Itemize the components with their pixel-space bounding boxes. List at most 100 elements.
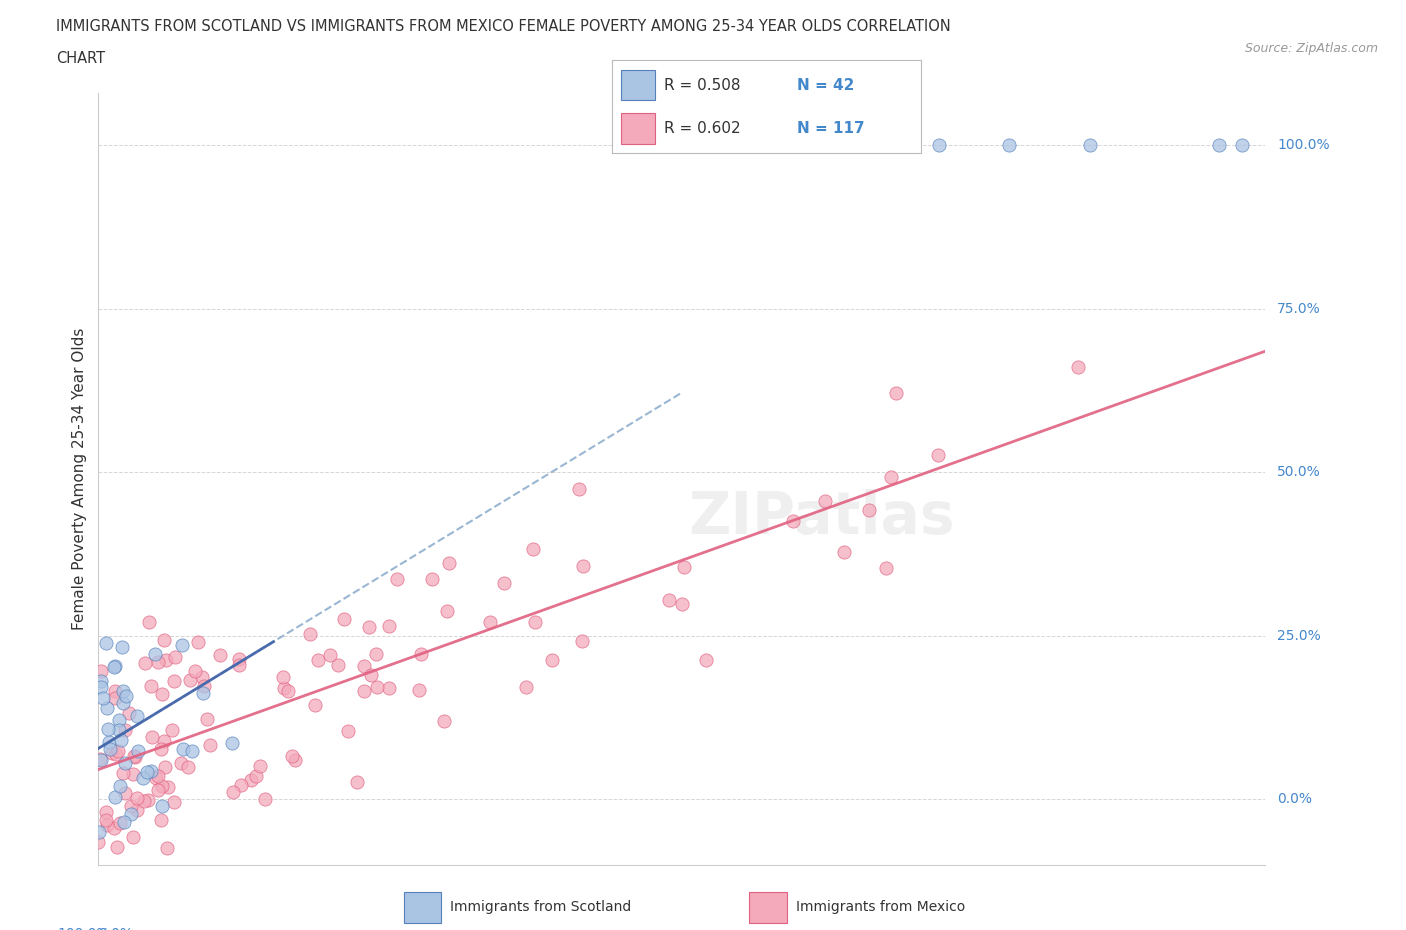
Point — [277, 684, 299, 698]
Bar — [749, 892, 787, 923]
Point — [319, 648, 342, 663]
Point — [149, 812, 172, 827]
Point — [240, 773, 263, 788]
Point — [271, 670, 294, 684]
Point — [111, 639, 134, 654]
Point — [132, 793, 155, 808]
Point — [120, 806, 142, 821]
Point — [346, 775, 368, 790]
Point — [156, 780, 179, 795]
Point — [179, 672, 201, 687]
Point — [120, 798, 142, 813]
Text: IMMIGRANTS FROM SCOTLAND VS IMMIGRANTS FROM MEXICO FEMALE POVERTY AMONG 25-34 YE: IMMIGRANTS FROM SCOTLAND VS IMMIGRANTS F… — [56, 19, 950, 33]
Point — [107, 743, 129, 758]
Point — [98, 735, 121, 750]
Point — [115, 688, 138, 703]
Point — [114, 755, 136, 770]
Text: 25.0%: 25.0% — [1277, 629, 1320, 643]
Point — [101, 745, 124, 760]
Text: Immigrants from Mexico: Immigrants from Mexico — [796, 899, 965, 914]
Point — [253, 791, 276, 806]
Point — [172, 637, 194, 652]
Point — [846, 138, 869, 153]
Point — [572, 559, 595, 574]
Point — [127, 709, 149, 724]
Point — [387, 572, 409, 587]
Point — [108, 816, 131, 830]
Point — [98, 742, 121, 757]
Point — [378, 618, 401, 633]
Point — [191, 670, 214, 684]
Text: ZIPatlas: ZIPatlas — [689, 489, 955, 546]
Point — [478, 615, 501, 630]
Point — [672, 560, 695, 575]
Point — [104, 658, 127, 673]
Point — [141, 729, 163, 744]
Point — [118, 705, 141, 720]
Point — [104, 690, 127, 705]
Point — [136, 764, 159, 779]
Point — [136, 792, 159, 807]
Point — [880, 470, 903, 485]
Point — [1230, 138, 1253, 153]
Point — [249, 758, 271, 773]
Point — [198, 738, 221, 753]
Point — [411, 646, 433, 661]
Point — [94, 804, 117, 819]
Point — [127, 790, 149, 805]
Point — [112, 815, 135, 830]
Point — [160, 723, 183, 737]
Point — [138, 614, 160, 629]
Point — [134, 656, 156, 671]
Text: Immigrants from Scotland: Immigrants from Scotland — [450, 899, 631, 914]
Point — [111, 684, 134, 698]
Bar — [621, 113, 655, 144]
Point — [1208, 138, 1230, 153]
Point — [90, 679, 112, 694]
Point — [87, 834, 110, 849]
Point — [420, 572, 443, 587]
Point — [671, 597, 693, 612]
Point — [928, 138, 950, 153]
Point — [366, 679, 388, 694]
Point — [195, 711, 218, 726]
Point — [523, 615, 546, 630]
Point — [304, 698, 326, 712]
Point — [695, 653, 717, 668]
Point — [1066, 360, 1088, 375]
Point — [298, 627, 321, 642]
Point — [858, 502, 880, 517]
Point — [208, 647, 231, 662]
Point — [231, 777, 253, 792]
Point — [125, 803, 148, 817]
Point — [97, 722, 120, 737]
Point — [433, 714, 456, 729]
Text: 0.0%: 0.0% — [1277, 792, 1312, 806]
Point — [541, 653, 564, 668]
Point — [124, 749, 146, 764]
Point — [875, 560, 897, 575]
Text: R = 0.602: R = 0.602 — [664, 121, 741, 136]
Text: Source: ZipAtlas.com: Source: ZipAtlas.com — [1244, 42, 1378, 55]
Bar — [404, 892, 441, 923]
Point — [90, 674, 112, 689]
Point — [121, 830, 143, 844]
Point — [163, 795, 186, 810]
Text: CHART: CHART — [56, 51, 105, 66]
Point — [832, 545, 855, 560]
Point — [187, 634, 209, 649]
Point — [103, 659, 125, 674]
Point — [110, 778, 132, 793]
Point — [273, 681, 295, 696]
Point — [89, 751, 111, 766]
Point — [515, 680, 537, 695]
Point — [357, 619, 380, 634]
Point — [170, 755, 193, 770]
Point — [307, 652, 329, 667]
Point — [494, 576, 516, 591]
Point — [228, 658, 250, 672]
Point — [153, 760, 176, 775]
Point — [228, 652, 250, 667]
Point — [336, 724, 359, 738]
Point — [107, 712, 129, 727]
